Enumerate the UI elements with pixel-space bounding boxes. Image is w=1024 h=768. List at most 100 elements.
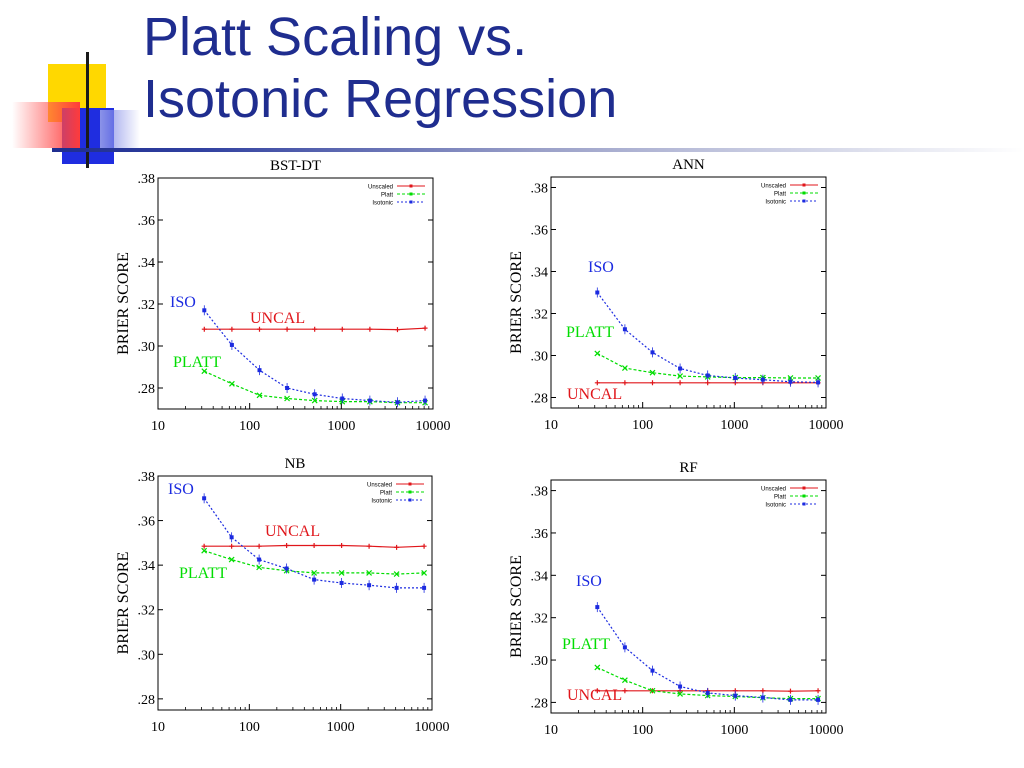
- data-point-unscaled: [594, 688, 600, 694]
- slide-title-line1: Platt Scaling vs.: [143, 7, 528, 67]
- y-tick-label: .34: [138, 256, 156, 271]
- data-point-platt: [228, 380, 235, 387]
- y-tick-label: .32: [531, 308, 549, 323]
- data-point-platt: [256, 564, 263, 571]
- annotation-platt: PLATT: [562, 636, 610, 653]
- data-point-unscaled: [422, 325, 428, 331]
- chart-panel-nb: NB BRIER SCORE .28 .30 .32 .34 .36 .38 10 100 1000…: [115, 456, 450, 735]
- data-point-platt: [649, 369, 656, 376]
- x-tick-label: 10: [544, 418, 558, 433]
- data-point-platt: [256, 392, 263, 399]
- annotation-uncal: UNCAL: [265, 523, 320, 540]
- data-point-platt: [621, 677, 628, 684]
- data-point-platt: [228, 556, 235, 563]
- x-tick-label: 100: [239, 419, 260, 434]
- y-tick-label: .30: [531, 654, 549, 669]
- y-tick-label: .36: [138, 214, 156, 229]
- legend-label: Isotonic: [371, 499, 392, 505]
- data-point-unscaled: [311, 543, 317, 549]
- data-point-platt: [284, 395, 291, 402]
- legend-label: Isotonic: [765, 503, 786, 509]
- x-tick-label: 10: [151, 419, 165, 434]
- series-line-isotonic: [596, 292, 819, 383]
- slide-title: Platt Scaling vs. Isotonic Regression: [143, 6, 617, 130]
- data-point-unscaled: [229, 543, 235, 549]
- legend-label: Unscaled: [761, 184, 786, 190]
- data-point-platt: [677, 373, 684, 380]
- chart-panel-bst-dt: BST-DT BRIER SCORE .28 .30 .32 .34 .36 .38 10 100…: [115, 158, 451, 434]
- y-tick-label: .34: [531, 569, 549, 584]
- annotation-uncal: UNCAL: [567, 386, 622, 403]
- x-tick-label: 1000: [720, 418, 748, 433]
- decor-red-gradient: [12, 102, 80, 148]
- x-tick-label: 1000: [720, 723, 748, 738]
- data-point-platt: [338, 570, 345, 576]
- legend-marker: [408, 490, 412, 494]
- data-point-platt: [201, 547, 208, 554]
- series-line-platt: [597, 352, 819, 379]
- y-tick-label: .28: [138, 693, 156, 708]
- x-tick-label: 100: [239, 720, 260, 735]
- legend-marker: [802, 199, 806, 203]
- chart-title: BST-DT: [270, 158, 321, 174]
- legend-label: Isotonic: [765, 200, 786, 206]
- data-point-unscaled: [815, 688, 821, 694]
- legend-label: Unscaled: [367, 483, 392, 489]
- data-point-unscaled: [787, 688, 793, 694]
- legend-label: Platt: [774, 192, 786, 198]
- x-tick-label: 100: [632, 723, 653, 738]
- annotation-platt: PLATT: [179, 565, 227, 582]
- annotation-iso: ISO: [168, 481, 194, 498]
- chart-title: NB: [285, 456, 306, 472]
- series-line-isotonic: [596, 606, 819, 701]
- x-tick-label: 10: [151, 720, 165, 735]
- chart-title: RF: [679, 460, 697, 476]
- data-point-unscaled: [367, 326, 373, 332]
- y-tick-label: .30: [138, 648, 156, 663]
- y-axis-label: BRIER SCORE: [508, 251, 525, 354]
- data-point-unscaled: [256, 326, 262, 332]
- y-tick-label: .38: [531, 485, 549, 500]
- annotation-uncal: UNCAL: [250, 310, 305, 327]
- x-tick-label: 1000: [327, 720, 355, 735]
- decor-vertical-line: [86, 52, 89, 168]
- plot-frame: [157, 177, 434, 410]
- plot-frame: [157, 475, 433, 711]
- legend: Unscaled Platt Isotonic: [761, 486, 818, 509]
- y-tick-label: .34: [531, 266, 549, 281]
- data-point-unscaled: [594, 380, 600, 386]
- y-tick-label: .28: [138, 382, 156, 397]
- title-underline: [52, 148, 1024, 152]
- legend-label: Platt: [380, 491, 392, 497]
- y-tick-label: .34: [138, 559, 156, 574]
- legend-marker: [802, 502, 806, 506]
- x-tick-label: 10000: [416, 419, 451, 434]
- legend-marker: [408, 498, 412, 502]
- x-tick-label: 1000: [327, 419, 355, 434]
- data-point-unscaled: [312, 326, 318, 332]
- legend: Unscaled Platt Isotonic: [761, 183, 818, 206]
- y-axis-label: BRIER SCORE: [115, 552, 132, 655]
- legend-label: Unscaled: [761, 487, 786, 493]
- annotation-iso: ISO: [576, 573, 602, 590]
- legend: Unscaled Platt Isotonic: [367, 482, 424, 505]
- chart-panel-ann: ANN BRIER SCORE .28 .30 .32 .34 .36 .38 10 100 100…: [508, 157, 844, 433]
- y-tick-label: .38: [138, 470, 156, 485]
- x-tick-label: 100: [632, 418, 653, 433]
- data-point-platt: [649, 687, 656, 694]
- annotation-platt: PLATT: [566, 324, 614, 341]
- data-point-unscaled: [339, 543, 345, 549]
- data-point-unscaled: [705, 380, 711, 386]
- series-line-platt: [203, 550, 425, 575]
- y-tick-label: .32: [138, 298, 156, 313]
- legend-marker: [802, 191, 806, 195]
- legend-marker: [802, 183, 806, 187]
- legend-label: Platt: [381, 193, 393, 199]
- y-axis-label: BRIER SCORE: [508, 555, 525, 658]
- y-tick-label: .36: [138, 515, 156, 530]
- y-tick-label: .32: [138, 604, 156, 619]
- plot-frame: [550, 479, 827, 714]
- y-tick-label: .32: [531, 612, 549, 627]
- data-point-unscaled: [394, 544, 400, 550]
- data-point-unscaled: [622, 688, 628, 694]
